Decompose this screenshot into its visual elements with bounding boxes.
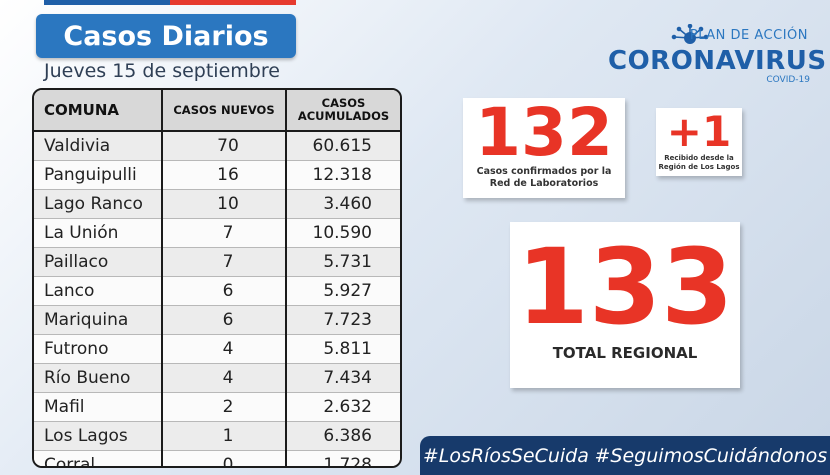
table-row: Los Lagos 1 6.386 — [34, 421, 400, 451]
table-row: Mariquina 6 7.723 — [34, 305, 400, 335]
report-date: Jueves 15 de septiembre — [44, 60, 280, 82]
cell-casos-nuevos: 4 — [162, 363, 287, 393]
cell-comuna: La Unión — [34, 218, 163, 248]
cases-table: COMUNA CASOS NUEVOS CASOS ACUMULADOS Val… — [32, 88, 402, 468]
cell-casos-nuevos: 70 — [162, 131, 287, 161]
confirmed-label-line1: Casos confirmados por la — [476, 166, 612, 177]
confirmed-cases-card: 132 Casos confirmados por la Red de Labo… — [463, 98, 625, 198]
cell-comuna: Corral — [34, 450, 163, 466]
cell-casos-acumulados: 60.615 — [286, 131, 400, 161]
hashtag-1: #LosRíosSeCuida — [422, 444, 589, 467]
flag-red-segment — [170, 0, 296, 5]
table-row: Corral 0 1.728 — [34, 450, 400, 466]
cell-casos-nuevos: 1 — [162, 421, 287, 451]
page-title: Casos Diarios — [36, 14, 296, 58]
transfer-cases-label: Recibido desde la Región de Los Lagos — [656, 154, 742, 172]
logo-sub-text: COVID-19 — [766, 75, 810, 85]
cell-casos-acumulados: 7.434 — [286, 363, 400, 393]
cell-comuna: Lanco — [34, 276, 163, 306]
cell-casos-acumulados: 5.927 — [286, 276, 400, 306]
hashtag-banner: #LosRíosSeCuida #SeguimosCuidándonos — [420, 436, 830, 475]
transfer-label-line2: Región de Los Lagos — [658, 163, 740, 171]
table-row: Paillaco 7 5.731 — [34, 247, 400, 277]
table-row: Río Bueno 4 7.434 — [34, 363, 400, 393]
cell-casos-nuevos: 0 — [162, 450, 287, 466]
logo-icon — [671, 24, 709, 44]
table-row: La Unión 7 10.590 — [34, 218, 400, 248]
cell-casos-acumulados: 2.632 — [286, 392, 400, 422]
table-row: Lanco 6 5.927 — [34, 276, 400, 306]
cell-casos-nuevos: 6 — [162, 276, 287, 306]
table-row: Panguipulli 16 12.318 — [34, 160, 400, 190]
hashtag-2: #SeguimosCuidándonos — [594, 444, 828, 467]
table-row: Mafil 2 2.632 — [34, 392, 400, 422]
cell-comuna: Lago Ranco — [34, 189, 163, 219]
cell-comuna: Panguipulli — [34, 160, 163, 190]
total-regional-card: 133 TOTAL REGIONAL — [510, 222, 740, 388]
table-row: Lago Ranco 10 3.460 — [34, 189, 400, 219]
cell-casos-nuevos: 10 — [162, 189, 287, 219]
flag-blue-segment — [44, 0, 170, 5]
header-acum-line1: CASOS — [321, 96, 366, 110]
cell-comuna: Paillaco — [34, 247, 163, 277]
cell-casos-nuevos: 16 — [162, 160, 287, 190]
table-header-row: COMUNA CASOS NUEVOS CASOS ACUMULADOS — [34, 90, 400, 132]
confirmed-cases-value: 132 — [475, 94, 613, 171]
cell-casos-nuevos: 7 — [162, 218, 287, 248]
logo-main-text: CORONAVIRUS — [608, 46, 827, 76]
flag-stripe — [44, 0, 296, 5]
cell-casos-acumulados: 3.460 — [286, 189, 400, 219]
header-casos-acumulados: CASOS ACUMULADOS — [286, 90, 400, 132]
cell-comuna: Mafil — [34, 392, 163, 422]
table-row: Valdivia 70 60.615 — [34, 131, 400, 161]
total-regional-value: 133 — [516, 226, 734, 348]
cell-casos-acumulados: 5.731 — [286, 247, 400, 277]
total-regional-label: TOTAL REGIONAL — [552, 344, 698, 362]
header-casos-nuevos: CASOS NUEVOS — [162, 90, 287, 132]
header-comuna: COMUNA — [34, 90, 163, 132]
header-acum-line2: ACUMULADOS — [297, 109, 390, 123]
logo-top-text: PLAN DE ACCIÓN — [689, 28, 808, 43]
campaign-logo: PLAN DE ACCIÓN CORONAVIRUS COVID-19 — [608, 22, 826, 86]
transfer-cases-card: +1 Recibido desde la Región de Los Lagos — [656, 108, 742, 176]
cell-casos-acumulados: 10.590 — [286, 218, 400, 248]
page-title-text: Casos Diarios — [63, 20, 269, 52]
transfer-cases-value: +1 — [666, 107, 732, 156]
cell-casos-acumulados: 5.811 — [286, 334, 400, 364]
cell-comuna: Los Lagos — [34, 421, 163, 451]
table-row: Futrono 4 5.811 — [34, 334, 400, 364]
cell-casos-acumulados: 6.386 — [286, 421, 400, 451]
cell-casos-nuevos: 4 — [162, 334, 287, 364]
confirmed-cases-label: Casos confirmados por la Red de Laborato… — [463, 166, 625, 190]
cell-casos-acumulados: 12.318 — [286, 160, 400, 190]
cell-casos-nuevos: 2 — [162, 392, 287, 422]
cell-casos-acumulados: 1.728 — [286, 450, 400, 466]
cell-comuna: Mariquina — [34, 305, 163, 335]
cell-comuna: Valdivia — [34, 131, 163, 161]
confirmed-label-line2: Red de Laboratorios — [489, 178, 599, 189]
cell-casos-nuevos: 6 — [162, 305, 287, 335]
cell-comuna: Río Bueno — [34, 363, 163, 393]
cell-comuna: Futrono — [34, 334, 163, 364]
cell-casos-acumulados: 7.723 — [286, 305, 400, 335]
transfer-label-line1: Recibido desde la — [664, 154, 734, 162]
cell-casos-nuevos: 7 — [162, 247, 287, 277]
